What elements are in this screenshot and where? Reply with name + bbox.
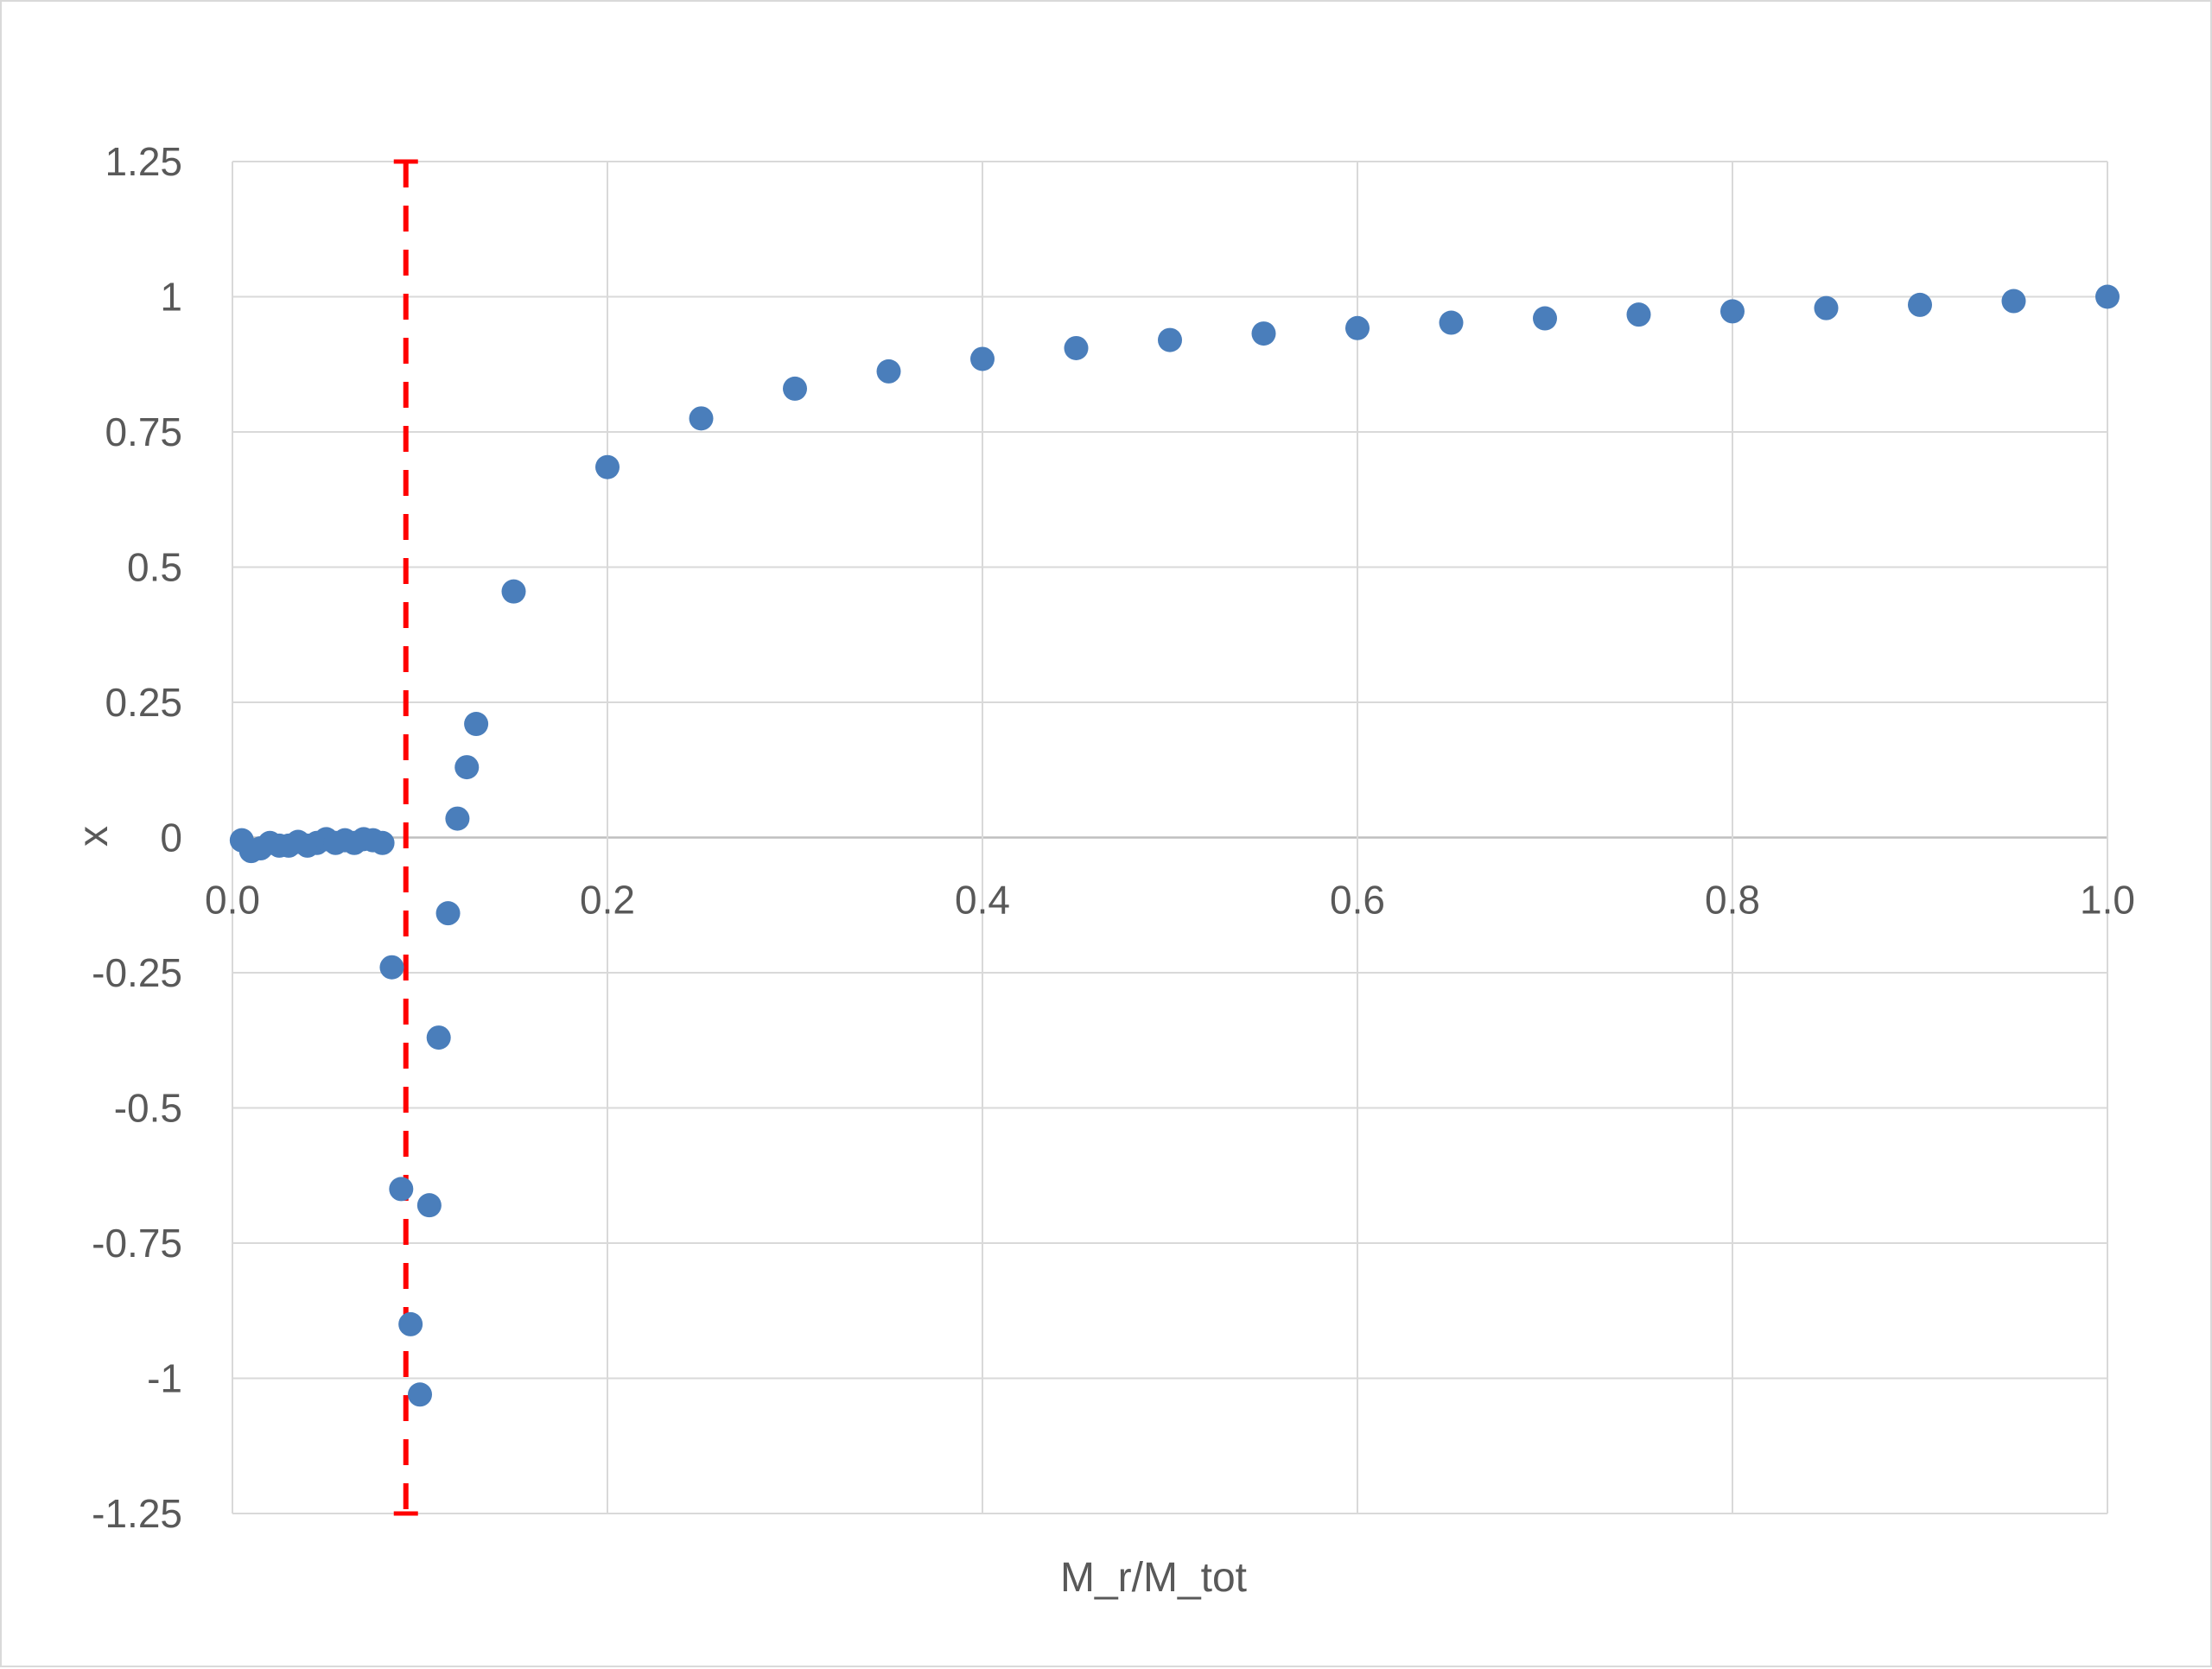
data-point: [1814, 295, 1839, 320]
data-point: [1439, 310, 1464, 335]
data-point: [389, 1177, 414, 1202]
x-tick-label: 0.2: [580, 878, 635, 923]
data-point: [370, 830, 395, 855]
y-tick-label: 0.25: [105, 680, 182, 725]
x-tick-label: 0.6: [1330, 878, 1385, 923]
x-tick-label: 0.8: [1705, 878, 1760, 923]
y-tick-label: 0.75: [105, 409, 182, 454]
y-tick-label: -0.75: [92, 1221, 182, 1266]
data-point: [1720, 299, 1745, 324]
data-point: [501, 579, 526, 604]
data-point: [876, 359, 901, 384]
x-tick-label: 1.0: [2080, 878, 2135, 923]
y-axis-title: x: [71, 826, 117, 847]
data-point: [783, 376, 807, 401]
data-point: [398, 1311, 423, 1336]
y-tick-label: 1: [160, 275, 182, 320]
y-tick-labels: 1.25 1 0.75 0.5 0.25 0 -0.25 -0.5 -0.75 -1 -1.25: [92, 139, 182, 1536]
y-tick-label: 0: [160, 815, 182, 860]
data-point: [2095, 284, 2120, 309]
y-tick-label: -1.25: [92, 1491, 182, 1536]
data-point: [1345, 315, 1370, 340]
data-point: [595, 454, 620, 479]
data-point: [1533, 306, 1557, 331]
data-point: [454, 755, 480, 780]
y-tick-label: 1.25: [105, 139, 182, 184]
data-point: [1064, 335, 1089, 360]
x-tick-label: 0.4: [955, 878, 1010, 923]
y-tick-label: -0.5: [114, 1086, 182, 1131]
data-point: [1251, 321, 1276, 346]
y-tick-label: -1: [147, 1356, 182, 1401]
data-point: [1626, 302, 1651, 327]
data-point: [2001, 289, 2026, 314]
y-tick-label: -0.25: [92, 950, 182, 995]
data-points: [229, 284, 2120, 1407]
data-point: [426, 1025, 451, 1050]
reference-line-layer: [393, 159, 418, 1516]
x-tick-labels: 0.0 0.2 0.4 0.6 0.8 1.0: [205, 878, 2135, 923]
x-axis-title: M_r/M_tot: [1060, 1555, 1247, 1601]
data-point: [379, 955, 404, 980]
data-point: [435, 901, 461, 926]
y-tick-label: 0.5: [127, 545, 182, 590]
data-point: [1158, 327, 1182, 352]
data-point: [464, 712, 489, 737]
data-point: [689, 406, 714, 431]
data-point: [1908, 292, 1932, 317]
x-tick-label: 0.0: [205, 878, 260, 923]
grid-layer: [232, 161, 2108, 1514]
data-point: [445, 806, 470, 831]
data-point: [416, 1193, 442, 1218]
data-point: [970, 346, 995, 371]
data-point: [408, 1382, 432, 1407]
